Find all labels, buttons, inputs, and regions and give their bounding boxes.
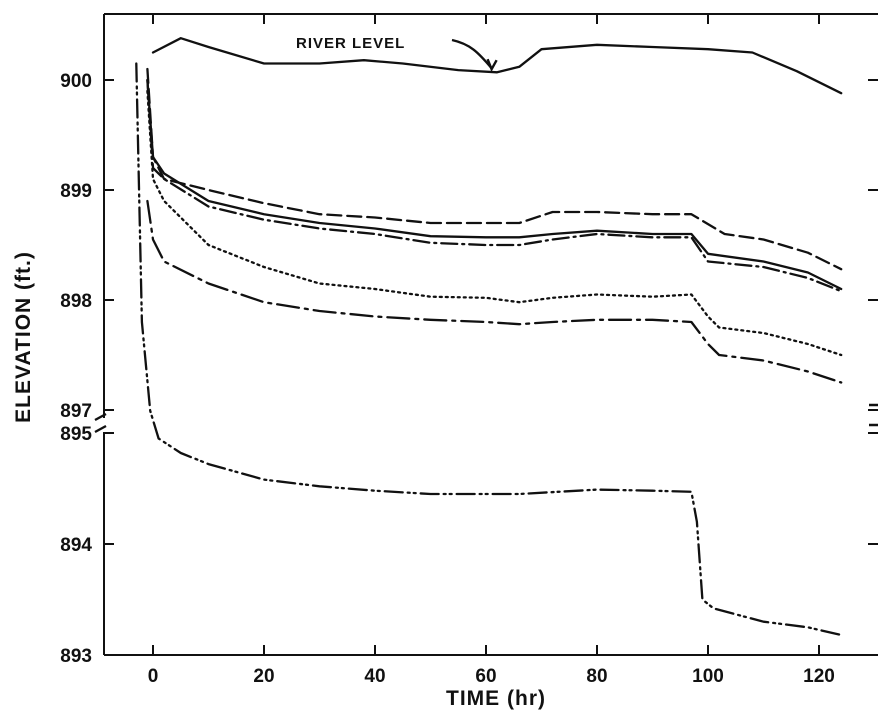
x-tick-label: 100 xyxy=(692,666,724,687)
labels-group: TIME (hr) ELEVATION (ft.) RIVER LEVEL xyxy=(12,35,546,710)
x-tick-label: 60 xyxy=(475,666,496,687)
y-tick-label: 895 xyxy=(60,424,92,445)
y-axis-break-mark-right xyxy=(869,403,878,427)
y-tick-label: 897 xyxy=(60,401,92,422)
x-tick-label: 80 xyxy=(586,666,607,687)
y-tick-label: 900 xyxy=(60,71,92,92)
series-line-dash-dot xyxy=(146,78,843,293)
x-tick-label: 20 xyxy=(253,666,274,687)
y-tick-label: 899 xyxy=(60,181,92,202)
y-tick-label: 893 xyxy=(60,646,92,667)
river-level-arrowhead xyxy=(486,58,498,72)
series-line-river-level xyxy=(151,37,843,95)
series-line-dash-dot-dot xyxy=(135,62,843,637)
x-axis-title: TIME (hr) xyxy=(446,687,546,710)
y-axis-title: ELEVATION (ft.) xyxy=(12,251,35,423)
x-tick-label: 40 xyxy=(364,666,385,687)
y-tick-label: 898 xyxy=(60,291,92,312)
series-line-long-dash-dot xyxy=(146,199,843,384)
series-line-long-dash xyxy=(146,67,843,271)
series-line-dotted xyxy=(146,89,843,357)
series-group xyxy=(135,37,843,637)
river-level-arrow xyxy=(451,38,493,69)
y-tick-label: 894 xyxy=(60,535,92,556)
series-line-solid xyxy=(146,78,843,291)
river-level-annotation: RIVER LEVEL xyxy=(296,35,405,52)
y-axis-break-mark xyxy=(94,412,107,434)
x-tick-label: 0 xyxy=(148,666,159,687)
x-tick-label: 120 xyxy=(803,666,835,687)
